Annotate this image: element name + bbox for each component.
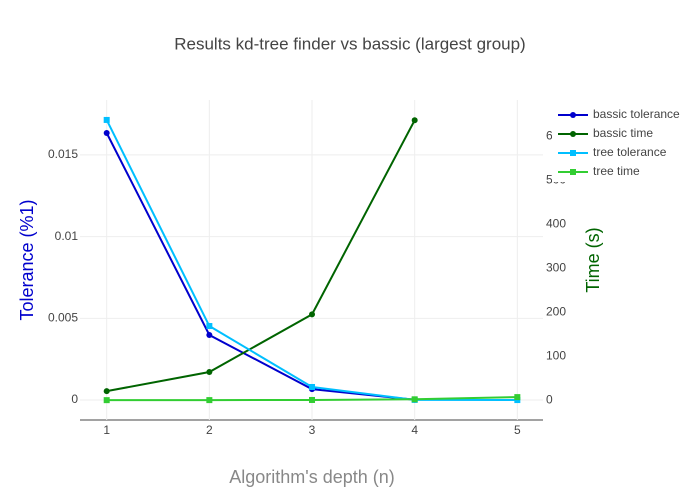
y-axis-title: Tolerance (%1) — [17, 199, 37, 320]
y2-axis-title: Time (s) — [583, 227, 603, 292]
legend-marker — [570, 131, 576, 137]
x-tick-label: 3 — [309, 423, 316, 437]
y-tick-label: 0.015 — [48, 147, 78, 161]
legend-label: tree tolerance — [593, 145, 667, 159]
x-tick-label: 4 — [411, 423, 418, 437]
legend-marker — [570, 112, 576, 118]
marker — [309, 383, 316, 390]
legend-label: bassic tolerance — [593, 107, 680, 121]
marker — [411, 396, 418, 403]
y2-tick-label: 0 — [546, 392, 553, 406]
legend-marker — [570, 169, 576, 175]
x-tick-label: 2 — [206, 423, 213, 437]
marker — [103, 116, 110, 123]
marker — [411, 117, 418, 124]
legend-label: tree time — [593, 164, 640, 178]
legend-marker — [570, 150, 576, 156]
marker — [206, 332, 213, 339]
marker — [206, 323, 213, 330]
x-tick-label: 5 — [514, 423, 521, 437]
marker — [514, 394, 521, 401]
marker — [103, 397, 110, 404]
series-line — [105, 132, 415, 401]
chart-title: Results kd-tree finder vs bassic (larges… — [174, 34, 525, 53]
x-tick-label: 1 — [103, 423, 110, 437]
series-line — [106, 119, 416, 393]
marker — [309, 396, 316, 403]
x-axis-title: Algorithm's depth (n) — [229, 467, 395, 487]
marker — [206, 369, 213, 376]
legend-box — [552, 104, 698, 182]
y-tick-label: 0.01 — [55, 229, 79, 243]
marker — [103, 130, 110, 137]
y2-tick-label: 400 — [546, 216, 566, 230]
y2-tick-label: 200 — [546, 304, 566, 318]
y-tick-label: 0 — [71, 392, 78, 406]
y2-tick-label: 100 — [546, 348, 566, 362]
y2-tick-label: 300 — [546, 260, 566, 274]
marker — [206, 397, 213, 404]
legend-label: bassic time — [593, 126, 653, 140]
marker — [309, 311, 316, 318]
marker — [103, 388, 110, 395]
y-tick-label: 0.005 — [48, 311, 78, 325]
